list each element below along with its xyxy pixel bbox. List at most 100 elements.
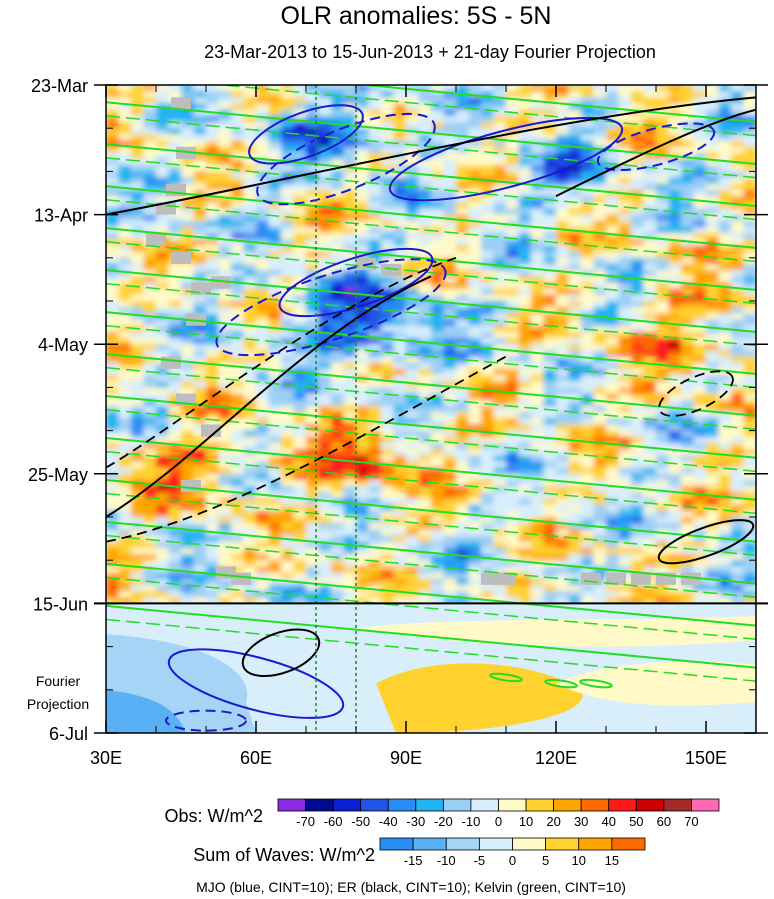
kelvin-contour (489, 672, 523, 683)
waves-colorbar: -15 -10 -5 0 5 10 15 (379, 837, 646, 868)
er-contour (106, 256, 457, 469)
chart-subtitle: 23-Mar-2013 to 15-Jun-2013 + 21-day Four… (204, 42, 656, 62)
colorbar-tick-label: 70 (684, 814, 698, 829)
x-tick-label: 90E (390, 748, 422, 768)
chart-title: OLR anomalies: 5S - 5N (281, 2, 552, 30)
colorbar-swatch (663, 798, 692, 812)
missing-data-patch (171, 97, 191, 110)
colorbar-swatch (470, 798, 499, 812)
projection-label-line2: Projection (27, 696, 89, 712)
wave-contours (106, 85, 756, 732)
colorbar-swatch (379, 837, 414, 851)
missing-data-patch (201, 424, 221, 437)
y-tick-label: 4-May (38, 335, 88, 355)
kelvin-contour (106, 408, 756, 473)
missing-data-patch (176, 146, 196, 160)
colorbar-tick-label: -20 (434, 814, 453, 829)
missing-data-patch (146, 233, 166, 246)
colorbar-swatch (635, 798, 665, 812)
colorbar-swatch (691, 798, 720, 812)
x-tick-label: 60E (240, 748, 272, 768)
missing-data-patch (161, 356, 181, 369)
kelvin-contour (106, 604, 756, 669)
kelvin-contour (106, 157, 756, 221)
colorbar-tick-label: 10 (519, 814, 533, 829)
colorbar-swatch (553, 798, 582, 812)
kelvin-contour (579, 678, 613, 689)
x-tick-label: 30E (90, 748, 122, 768)
kelvin-contour (106, 282, 756, 347)
kelvin-contour (106, 227, 756, 291)
mjo-contour (167, 648, 345, 719)
colorbar-swatch (415, 798, 444, 812)
y-axis: 23-Mar 13-Apr 4-May 25-May 15-Jun 6-Jul (28, 76, 768, 744)
colorbar-tick-label: -60 (324, 814, 343, 829)
y-tick-label: 25-May (28, 465, 88, 485)
missing-data-patch (606, 572, 626, 585)
colorbar-swatch (442, 798, 472, 812)
colorbar-tick-label: 5 (542, 853, 549, 868)
mjo-contour (596, 122, 716, 172)
kelvin-contour (215, 85, 756, 137)
y-tick-label: 23-Mar (31, 76, 88, 96)
colorbar-swatch (332, 798, 362, 812)
positive-projection-anomaly (556, 661, 756, 706)
colorbar-swatch (445, 837, 480, 851)
kelvin-contour (106, 450, 756, 515)
colorbar-swatch (305, 798, 334, 812)
kelvin-contour (106, 311, 756, 375)
er-contour (555, 108, 756, 197)
kelvin-contour (106, 534, 756, 598)
projection-label-line1: Fourier (36, 673, 81, 689)
colorbar-swatch (412, 837, 447, 851)
colorbar-tick-label: -40 (379, 814, 398, 829)
colorbar-tick-label: -10 (437, 853, 456, 868)
colorbar-swatch (277, 798, 306, 812)
colorbar-swatch (580, 798, 610, 812)
kelvin-contour (106, 101, 756, 165)
colorbar-swatch (608, 798, 637, 812)
kelvin-contour (106, 199, 756, 263)
observed-anomaly-field (106, 85, 756, 604)
missing-data-patch (631, 572, 651, 585)
colorbar-tick-label: -50 (351, 814, 370, 829)
missing-data-patch (211, 276, 231, 289)
x-axis: 30E 60E 90E 120E 150E (90, 85, 727, 768)
missing-data-patch (171, 251, 191, 264)
missing-data-patch (496, 572, 516, 585)
mjo-contour (278, 247, 434, 318)
obs-colorbar-label: Obs: W/m^2 (165, 806, 263, 826)
colorbar-tick-label: 30 (574, 814, 588, 829)
missing-data-patch (681, 572, 701, 585)
er-contour (658, 370, 734, 417)
kelvin-contour (355, 85, 756, 124)
mjo-contour (256, 112, 436, 206)
y-tick-label: 6-Jul (49, 724, 88, 744)
missing-data-patch (231, 572, 251, 585)
colorbar-swatch (387, 798, 417, 812)
colorbar-tick-label: -15 (404, 853, 423, 868)
kelvin-contour (106, 395, 756, 459)
kelvin-contour (106, 185, 756, 249)
colorbar-swatch (578, 837, 613, 851)
colorbar-tick-label: 0 (509, 853, 516, 868)
plot-area (106, 85, 756, 733)
kelvin-contour (106, 115, 756, 179)
projection-anomaly-field (106, 603, 756, 733)
colorbar-swatch (525, 798, 555, 812)
er-contour (106, 355, 507, 543)
kelvin-contour (106, 241, 756, 305)
er-contour (657, 519, 755, 565)
missing-data-patch (181, 479, 201, 493)
reference-longitude-lines (315, 85, 357, 733)
kelvin-contour (106, 324, 756, 389)
colorbar-tick-label: -30 (406, 814, 425, 829)
kelvin-contour (106, 269, 756, 333)
kelvin-contour (106, 478, 756, 543)
colorbar-swatch (512, 837, 547, 851)
mjo-contour (215, 258, 447, 357)
kelvin-contour (106, 353, 756, 417)
y-tick-label: 15-Jun (33, 594, 88, 614)
x-tick-label: 150E (685, 748, 727, 768)
